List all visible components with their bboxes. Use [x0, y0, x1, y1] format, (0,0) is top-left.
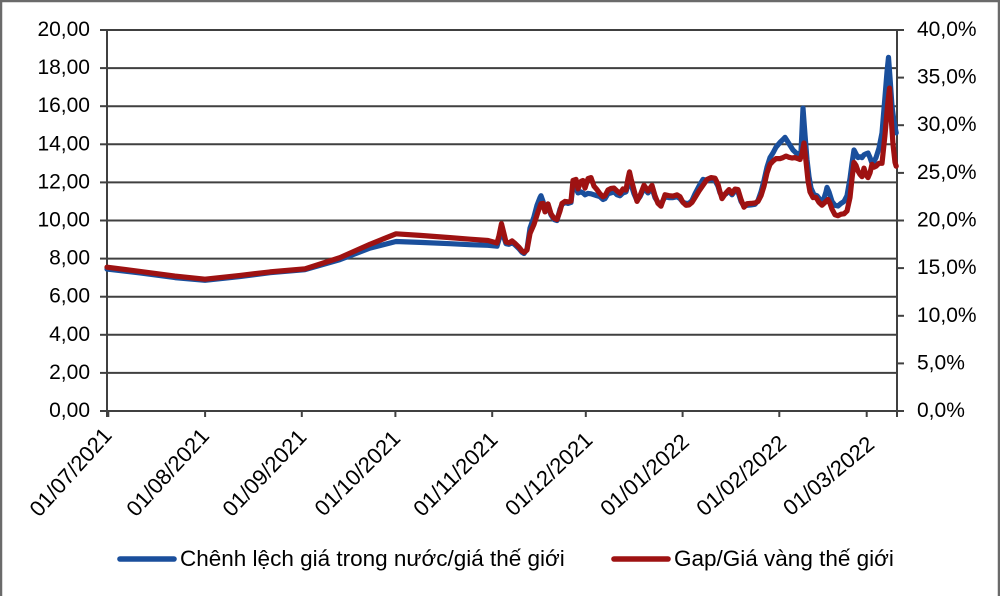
svg-text:12,00: 12,00: [37, 170, 90, 193]
svg-text:5,0%: 5,0%: [917, 351, 965, 374]
svg-text:20,00: 20,00: [37, 18, 90, 41]
svg-text:Chênh lệch giá trong nước/giá: Chênh lệch giá trong nước/giá thế giới: [180, 546, 565, 571]
svg-text:15,0%: 15,0%: [917, 256, 977, 279]
svg-text:6,00: 6,00: [49, 285, 90, 308]
svg-text:18,00: 18,00: [37, 56, 90, 79]
svg-text:25,0%: 25,0%: [917, 161, 977, 184]
svg-text:35,0%: 35,0%: [917, 66, 977, 89]
svg-text:40,0%: 40,0%: [917, 18, 977, 41]
svg-text:0,0%: 0,0%: [917, 399, 965, 422]
svg-text:8,00: 8,00: [49, 247, 90, 270]
svg-text:4,00: 4,00: [49, 323, 90, 346]
svg-text:30,0%: 30,0%: [917, 113, 977, 136]
svg-text:0,00: 0,00: [49, 399, 90, 422]
svg-text:10,0%: 10,0%: [917, 304, 977, 327]
svg-text:2,00: 2,00: [49, 361, 90, 384]
svg-text:14,00: 14,00: [37, 132, 90, 155]
svg-text:16,00: 16,00: [37, 94, 90, 117]
svg-text:10,00: 10,00: [37, 209, 90, 232]
svg-text:Gap/Giá vàng thế giới: Gap/Giá vàng thế giới: [674, 546, 894, 571]
svg-text:20,0%: 20,0%: [917, 209, 977, 232]
